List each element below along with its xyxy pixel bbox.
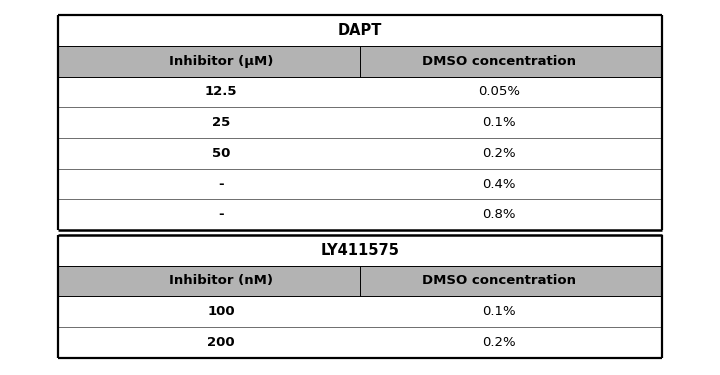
Text: 0.4%: 0.4% <box>482 178 516 190</box>
Text: 0.2%: 0.2% <box>482 336 516 349</box>
Text: Inhibitor (μM): Inhibitor (μM) <box>168 55 273 68</box>
Text: 200: 200 <box>207 336 235 349</box>
Text: Inhibitor (nM): Inhibitor (nM) <box>169 274 273 287</box>
Text: 100: 100 <box>207 305 235 318</box>
Text: DAPT: DAPT <box>338 23 382 38</box>
Text: 0.1%: 0.1% <box>482 116 516 129</box>
Bar <box>58 266 662 296</box>
Text: DMSO concentration: DMSO concentration <box>422 274 576 287</box>
Text: -: - <box>218 209 224 221</box>
Text: 0.05%: 0.05% <box>478 86 520 98</box>
Text: -: - <box>218 178 224 190</box>
Text: 0.2%: 0.2% <box>482 147 516 160</box>
Text: 0.8%: 0.8% <box>482 209 516 221</box>
Text: 0.1%: 0.1% <box>482 305 516 318</box>
Text: 12.5: 12.5 <box>204 86 237 98</box>
Text: 25: 25 <box>212 116 230 129</box>
Bar <box>58 46 662 76</box>
Text: LY411575: LY411575 <box>320 243 400 258</box>
Text: DMSO concentration: DMSO concentration <box>422 55 576 68</box>
Text: 50: 50 <box>212 147 230 160</box>
